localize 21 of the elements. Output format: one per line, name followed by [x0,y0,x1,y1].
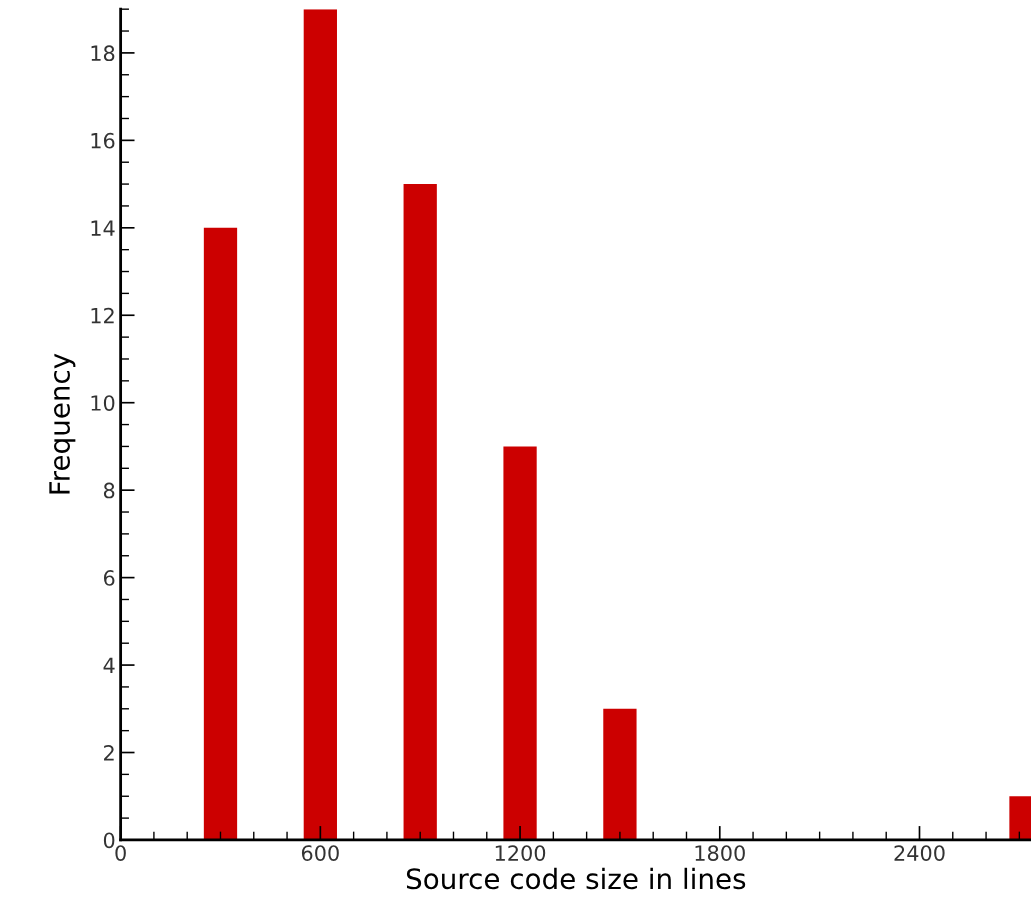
bar [503,446,537,840]
y-tick-label: 18 [91,45,115,62]
bar [203,227,238,840]
x-tick-label: 2400 [894,845,945,861]
y-tick-label: 16 [91,132,115,149]
x-tick-label: 1200 [495,845,546,861]
x-tick-label: 1800 [695,845,745,861]
y-tick-label: 4 [103,657,115,673]
y-axis-title: Frequency [49,353,76,494]
y-tick-label: 8 [103,482,115,499]
y-tick-label: 12 [91,307,114,324]
y-tick-label: 10 [91,395,115,411]
y-tick-label: 0 [103,832,115,849]
y-tick-label: 6 [103,570,115,586]
y-tick-label: 14 [91,220,115,236]
bar [303,9,337,840]
x-tick-label: 0 [115,845,126,861]
x-axis-title: Source code size in lines [406,867,746,890]
bar [403,184,437,840]
x-tick-label: 600 [301,845,339,861]
y-tick-label: 2 [104,744,114,761]
